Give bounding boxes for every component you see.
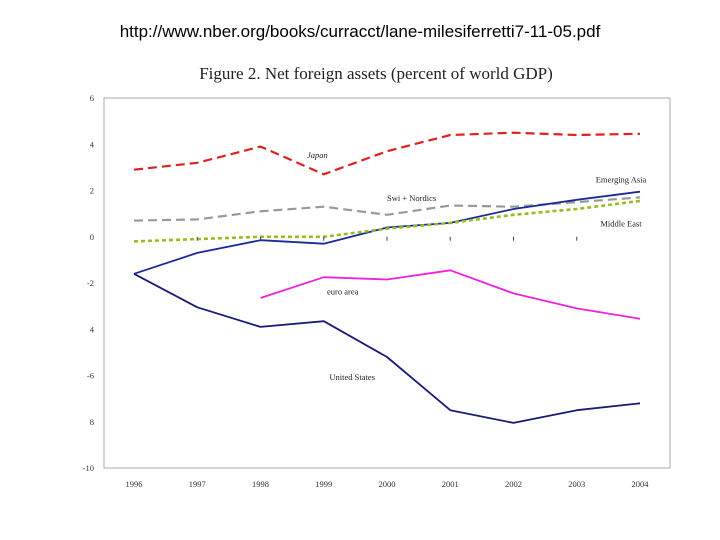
x-tick-label: 1996: [126, 479, 143, 489]
series-label-united-states: United States: [329, 372, 375, 382]
series-label-swi-nordics: Swi + Nordics: [387, 193, 436, 203]
y-tick-label: 4: [90, 324, 95, 334]
x-tick-label: 2002: [505, 479, 522, 489]
source-url: http://www.nber.org/books/curracct/lane-…: [119, 22, 601, 41]
y-tick-label: -6: [87, 371, 94, 381]
y-tick-label: 6: [90, 93, 94, 103]
series-label-euro-area: euro area: [327, 287, 359, 297]
series-label-japan: Japan: [307, 150, 328, 160]
y-tick-label: 2: [90, 186, 94, 196]
plot-frame: [103, 97, 671, 469]
series-labels: Japan Swi + Nordics Emerging Asia Middle Ea…: [307, 150, 647, 382]
y-tick-label: 4: [90, 139, 95, 149]
x-axis: 1996 1997 1998 1999 2000 2001 2002 2003 2004: [126, 236, 650, 489]
x-tick-label: 1998: [252, 479, 269, 489]
series-line-united-states: [133, 273, 641, 424]
x-tick-label: 1997: [189, 479, 206, 489]
x-tick-label: 2001: [442, 479, 459, 489]
series-line-japan: [133, 131, 641, 176]
series-layer: [133, 131, 641, 424]
x-tick-label: 2000: [379, 479, 396, 489]
x-tick-label: 2004: [632, 479, 650, 489]
y-tick-label: -10: [83, 463, 94, 473]
chart-title: Figure 2. Net foreign assets (percent of…: [199, 64, 553, 83]
series-label-middle-east: Middle East: [600, 218, 642, 228]
series-line-euro-area: [260, 269, 641, 320]
y-axis: 6 4 2 0 -2 4 -6 8 -10: [83, 93, 95, 473]
x-tick-label: 2003: [568, 479, 585, 489]
series-line-emerging-asia: [133, 190, 641, 275]
series-line-middle-east: [133, 199, 641, 243]
x-tick-label: 1999: [315, 479, 332, 489]
y-tick-label: 0: [90, 232, 94, 242]
y-tick-label: 8: [90, 417, 94, 427]
y-tick-label: -2: [87, 278, 94, 288]
series-label-emerging-asia: Emerging Asia: [596, 174, 647, 184]
